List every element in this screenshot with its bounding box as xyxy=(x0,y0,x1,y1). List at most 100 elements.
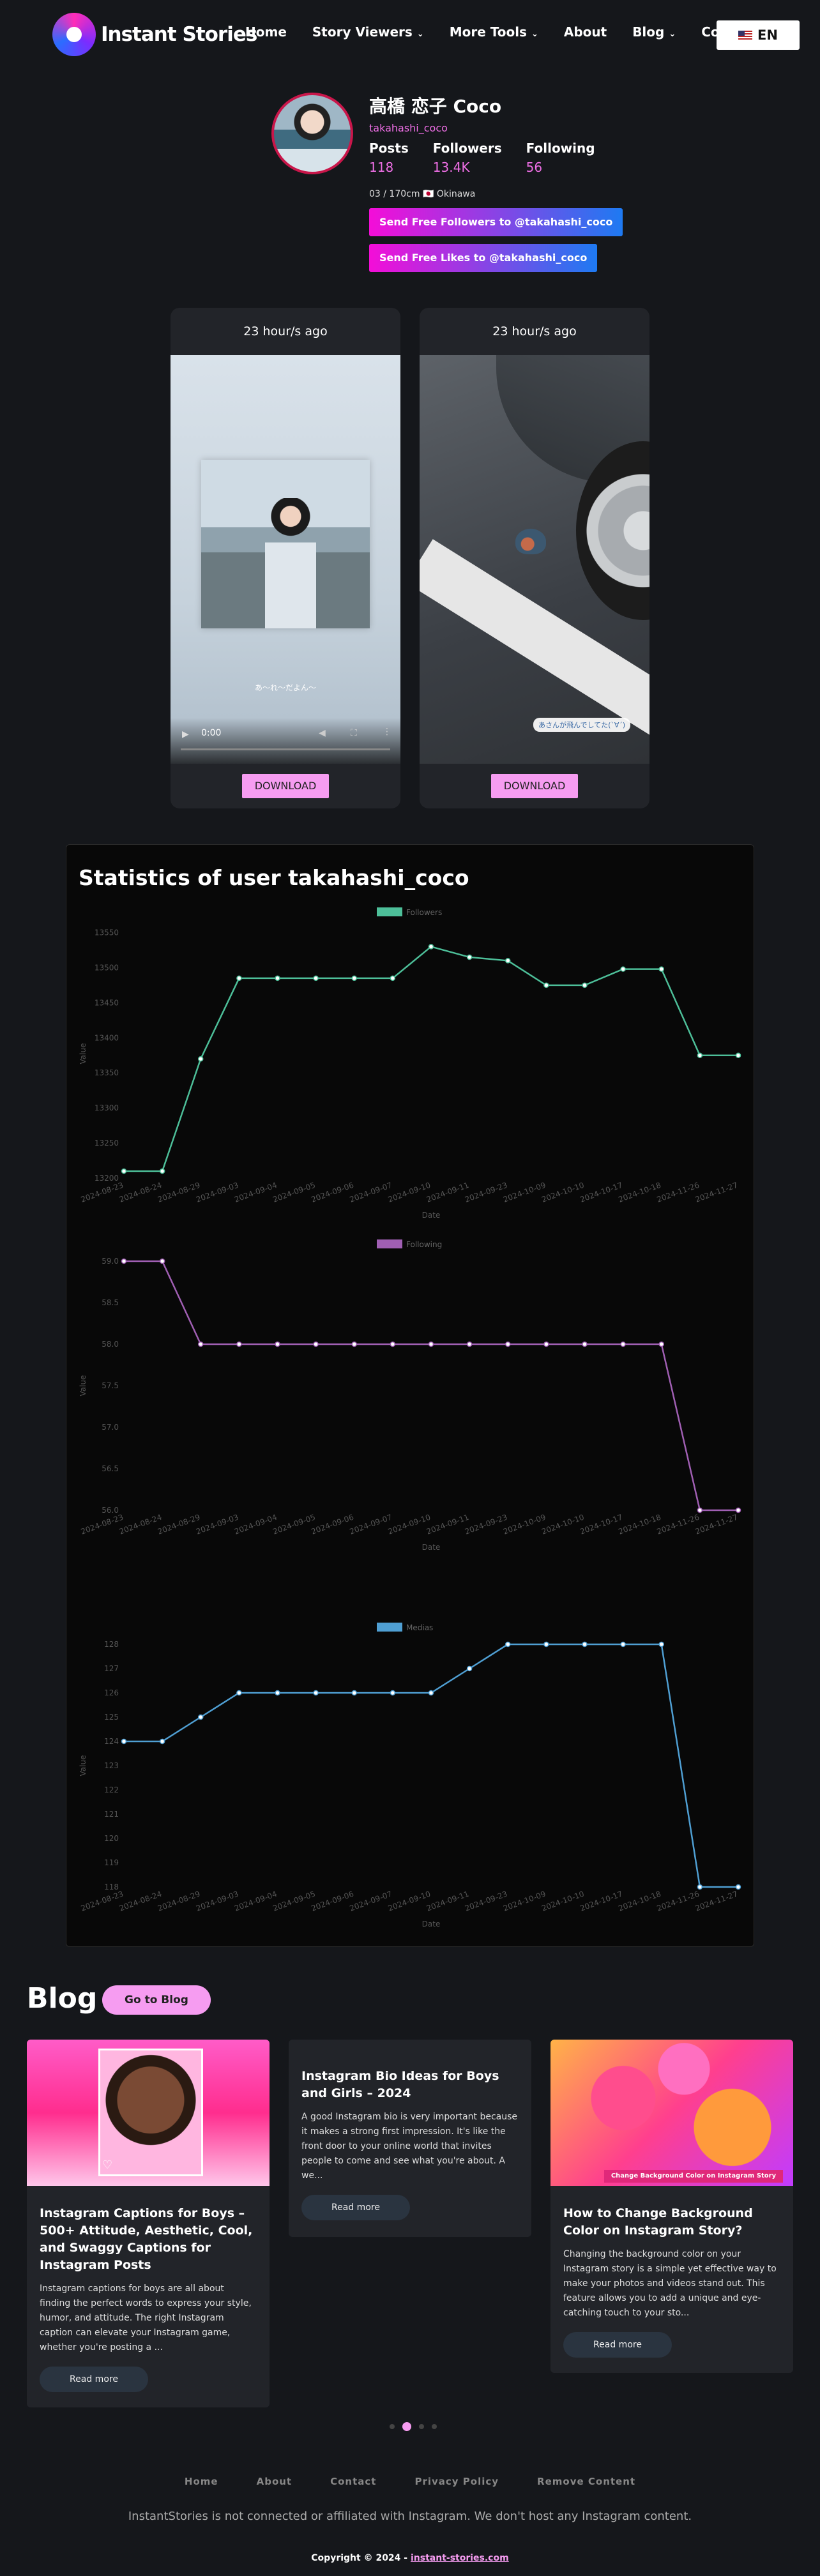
data-point xyxy=(390,1341,396,1347)
footer-about-link[interactable]: About xyxy=(256,2476,292,2487)
data-point xyxy=(505,1341,511,1347)
story-image: あさんが飛んでしてた(`∀´) xyxy=(420,355,649,764)
nav-home[interactable]: Home xyxy=(245,24,287,40)
chevron-down-icon: ⌄ xyxy=(416,29,424,39)
y-tick-label: 57.0 xyxy=(102,1423,119,1432)
x-tick-label: 2024-09-04 xyxy=(233,1890,278,1913)
blog-card[interactable]: Change Background Color on Instagram Sto… xyxy=(550,2040,793,2373)
y-tick-label: 56.5 xyxy=(102,1464,119,1473)
read-more-button[interactable]: Read more xyxy=(301,2195,410,2220)
footer-contact-link[interactable]: Contact xyxy=(330,2476,377,2487)
fullscreen-icon[interactable]: ⛶ xyxy=(351,728,357,738)
nav-more-tools[interactable]: More Tools ⌄ xyxy=(450,24,538,40)
x-tick-label: 2024-09-23 xyxy=(464,1181,508,1204)
data-point xyxy=(313,1690,319,1696)
y-tick-label: 13200 xyxy=(95,1174,119,1183)
data-point xyxy=(275,975,280,981)
profile-section: 高橋 恋子 Coco takahashi_coco Posts 118 Follo… xyxy=(271,93,629,278)
image-banner: Change Background Color on Instagram Sto… xyxy=(604,2170,783,2183)
legend-swatch xyxy=(377,1623,402,1632)
data-point xyxy=(390,975,396,981)
read-more-button[interactable]: Read more xyxy=(40,2367,148,2392)
data-point xyxy=(275,1690,280,1696)
story-video[interactable]: あ～れ〜だよん～ ▶ 0:00 ◀ ⛶ ⋮ xyxy=(171,355,400,764)
x-tick-label: 2024-10-18 xyxy=(617,1513,662,1536)
carousel-dot[interactable] xyxy=(419,2424,424,2429)
nav-about[interactable]: About xyxy=(563,24,607,40)
carousel-dot[interactable] xyxy=(390,2424,395,2429)
data-point xyxy=(236,1690,242,1696)
blog-card[interactable]: Instagram Bio Ideas for Boys and Girls –… xyxy=(289,2040,531,2237)
nav-story-viewers[interactable]: Story Viewers ⌄ xyxy=(312,24,424,40)
x-tick-label: 2024-09-03 xyxy=(195,1890,239,1913)
copyright: Copyright © 2024 - instant-stories.com xyxy=(0,2553,820,2563)
y-axis-label: Value xyxy=(79,1043,87,1064)
play-icon[interactable]: ▶ xyxy=(182,729,189,739)
x-tick-label: 2024-10-18 xyxy=(617,1890,662,1913)
data-point xyxy=(735,1884,741,1890)
data-point xyxy=(658,1341,664,1347)
data-point xyxy=(582,982,588,989)
y-tick-label: 13450 xyxy=(95,998,119,1007)
send-followers-button[interactable]: Send Free Followers to @takahashi_coco xyxy=(369,208,623,236)
profile-bio: 03 / 170cm 🇯🇵 Okinawa xyxy=(369,189,476,199)
download-button[interactable]: DOWNLOAD xyxy=(242,774,329,798)
footer-privacy-link[interactable]: Privacy Policy xyxy=(414,2476,499,2487)
language-selector[interactable]: EN xyxy=(717,20,800,50)
nav-label: Story Viewers xyxy=(312,24,413,40)
nav-blog[interactable]: Blog ⌄ xyxy=(632,24,676,40)
x-tick-label: 2024-08-29 xyxy=(156,1890,201,1913)
video-progress-bar[interactable] xyxy=(181,748,390,750)
data-point xyxy=(428,1341,434,1347)
x-tick-label: 2024-09-03 xyxy=(195,1513,239,1536)
x-tick-label: 2024-11-27 xyxy=(694,1890,739,1913)
data-point xyxy=(505,1641,511,1648)
profile-info: 高橋 恋子 Coco takahashi_coco Posts 118 Follo… xyxy=(369,93,637,272)
data-point xyxy=(313,975,319,981)
data-point xyxy=(658,966,664,972)
y-tick-label: 13400 xyxy=(95,1033,119,1042)
nav-contact[interactable]: Co xyxy=(701,24,720,40)
blog-heading: Blog xyxy=(27,1982,98,2015)
following-chart: Following 56.0 56.5 57.0 57.5 58.0 58.5 59.0 Val… xyxy=(79,1239,741,1552)
data-point xyxy=(658,1641,664,1648)
heart-icon: ♡ xyxy=(102,2158,113,2172)
go-to-blog-button[interactable]: Go to Blog xyxy=(102,1985,211,2015)
y-tick-label: 13350 xyxy=(95,1068,119,1077)
send-likes-button[interactable]: Send Free Likes to @takahashi_coco xyxy=(369,244,598,272)
x-tick-label: 2024-09-11 xyxy=(425,1513,470,1536)
blog-card-image: ♡ xyxy=(27,2040,270,2186)
site-link[interactable]: instant-stories.com xyxy=(410,2553,509,2563)
story-time: 23 hour/s ago xyxy=(492,324,577,338)
profile-username[interactable]: takahashi_coco xyxy=(369,122,448,134)
x-tick-label: 2024-10-10 xyxy=(540,1181,585,1204)
read-more-button[interactable]: Read more xyxy=(563,2332,672,2358)
data-point xyxy=(620,966,626,972)
stat-value: 118 xyxy=(369,160,394,175)
brand-logo[interactable]: Instant Stories xyxy=(52,13,257,56)
x-tick-label: 2024-08-24 xyxy=(118,1513,163,1536)
series-line xyxy=(124,946,738,1172)
y-tick-label: 121 xyxy=(104,1810,119,1819)
footer-remove-content-link[interactable]: Remove Content xyxy=(537,2476,636,2487)
posts-stat: Posts 118 xyxy=(369,140,409,175)
stat-label: Following xyxy=(526,140,595,156)
data-point xyxy=(390,1690,396,1696)
download-button[interactable]: DOWNLOAD xyxy=(491,774,578,798)
more-options-icon[interactable]: ⋮ xyxy=(383,727,391,737)
blog-card[interactable]: ♡ Instagram Captions for Boys – 500+ Att… xyxy=(27,2040,270,2407)
data-point xyxy=(236,975,242,981)
y-tick-label: 126 xyxy=(104,1688,119,1697)
carousel-dot[interactable] xyxy=(432,2424,437,2429)
carousel-dot-active[interactable] xyxy=(402,2422,411,2431)
x-tick-label: 2024-10-17 xyxy=(579,1513,623,1536)
stat-value: 13.4K xyxy=(432,160,470,175)
footer-home-link[interactable]: Home xyxy=(184,2476,218,2487)
x-tick-label: 2024-10-17 xyxy=(579,1181,623,1204)
x-axis-label: Date xyxy=(422,1211,441,1220)
x-tick-label: 2024-09-06 xyxy=(310,1181,354,1204)
data-point xyxy=(466,954,473,960)
data-point xyxy=(159,1738,165,1745)
y-tick-label: 59.0 xyxy=(102,1257,119,1266)
volume-icon[interactable]: ◀ xyxy=(319,728,326,738)
